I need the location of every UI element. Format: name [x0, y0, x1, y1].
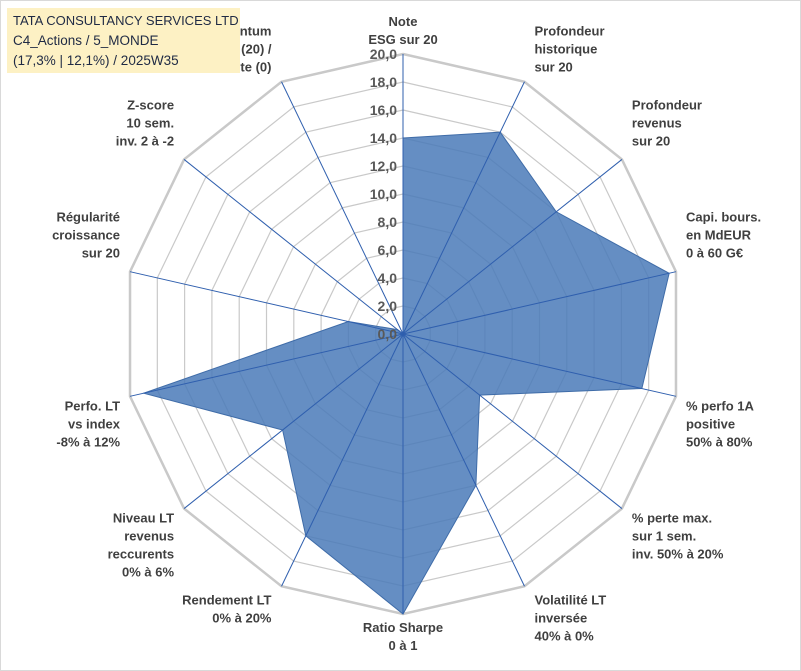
- axis-spoke: [129, 271, 404, 335]
- axis-label: Profondeur revenus sur 20: [632, 97, 702, 148]
- axis-label: % perfo 1A positive 50% à 80%: [686, 398, 755, 449]
- axis-spoke: [183, 333, 404, 509]
- tick-label: 20,0: [370, 46, 397, 62]
- tick-label: 10,0: [370, 186, 397, 202]
- info-performance: (17,3% | 12,1%) / 2025W35: [13, 53, 179, 68]
- axis-label: Régularité croissance sur 20: [52, 210, 120, 261]
- axis-label: Note ESG sur 20: [368, 14, 437, 47]
- tick-label: 6,0: [378, 242, 398, 258]
- info-company: TATA CONSULTANCY SERVICES LTD: [13, 13, 239, 28]
- axis-spoke: [129, 333, 404, 397]
- axis-label: Rendement LT 0% à 20%: [182, 592, 272, 625]
- axis-spoke: [281, 81, 404, 335]
- axis-spoke: [402, 333, 525, 587]
- tick-label: 14,0: [370, 130, 397, 146]
- tick-label: 16,0: [370, 102, 397, 118]
- tick-label: 0,0: [378, 326, 398, 342]
- axis-spoke: [402, 333, 677, 397]
- axis-label: Profondeur historique sur 20: [534, 24, 604, 75]
- axis-label: Ratio Sharpe 0 à 1: [363, 620, 443, 653]
- axis-label: Capi. bours. en MdEUR 0 à 60 G€: [686, 210, 761, 261]
- axis-label: Niveau LT revenus reccurents 0% à 6%: [108, 511, 175, 580]
- axis-label: Perfo. LT vs index -8% à 12%: [56, 398, 120, 449]
- axis-spoke: [183, 159, 404, 335]
- axis-label: Volatilité LT inversée 40% à 0%: [534, 592, 606, 643]
- tick-label: 18,0: [370, 74, 397, 90]
- info-box: TATA CONSULTANCY SERVICES LTD C4_Actions…: [7, 8, 240, 73]
- axis-spoke: [281, 333, 404, 587]
- axis-label: % perte max. sur 1 sem. inv. 50% à 20%: [632, 511, 724, 562]
- axis-label: Z-score 10 sem. inv. 2 à -2: [116, 97, 174, 148]
- axis-spoke: [402, 271, 677, 335]
- tick-label: 2,0: [378, 298, 398, 314]
- info-category: C4_Actions / 5_MONDE: [13, 33, 159, 48]
- axis-spoke: [402, 333, 623, 509]
- tick-label: 4,0: [378, 270, 398, 286]
- axis-spoke: [402, 159, 623, 335]
- tick-label: 8,0: [378, 214, 398, 230]
- tick-label: 12,0: [370, 158, 397, 174]
- axis-spoke: [402, 81, 525, 335]
